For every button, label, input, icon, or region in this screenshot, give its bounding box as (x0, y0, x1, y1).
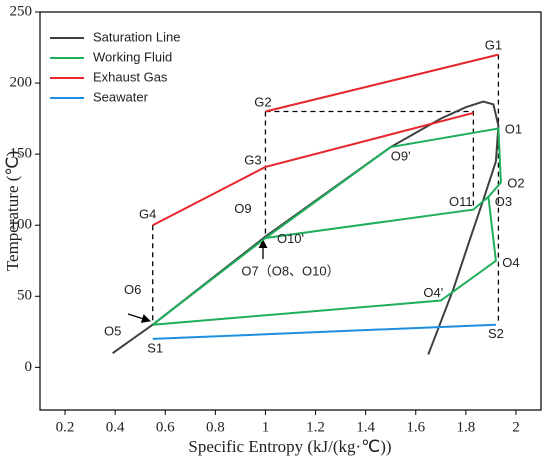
y-tick-label: 0 (25, 359, 33, 375)
point-label: O1 (505, 121, 522, 136)
x-axis-label: Specific Entropy (kJ/(kg·℃)) (188, 437, 391, 456)
plot-frame (39, 11, 542, 411)
series-line (152, 127, 502, 326)
arrow (127, 313, 151, 323)
x-tick-label: 1 (262, 419, 270, 435)
point-label: O10' (277, 231, 304, 246)
y-tick-label: 250 (10, 3, 33, 19)
point-label: O3 (495, 194, 512, 209)
series-line (112, 100, 500, 355)
point-label: O4 (502, 255, 519, 270)
legend-label: Exhaust Gas (93, 69, 168, 84)
point-label: G3 (244, 153, 261, 168)
point-label: O5 (104, 323, 121, 338)
x-tick-label: 1.4 (356, 419, 375, 435)
point-label: S1 (147, 340, 163, 355)
series-line (152, 323, 496, 340)
series-line (152, 53, 499, 227)
y-tick-label: 50 (17, 288, 32, 304)
x-tick-label: 1.2 (306, 419, 325, 435)
x-tick-label: 0.6 (156, 419, 175, 435)
y-axis-label: Temperature (℃) (3, 151, 22, 271)
x-tick-label: 1.8 (456, 419, 475, 435)
legend-label: Seawater (93, 89, 149, 104)
point-label: O9 (234, 201, 251, 216)
y-tick-label: 200 (10, 75, 33, 91)
x-tick-label: 0.8 (206, 419, 225, 435)
y-tick-label: 100 (10, 217, 33, 233)
x-tick-label: 1.6 (406, 419, 425, 435)
x-tick-label: 0.4 (106, 419, 125, 435)
point-label: O4' (423, 285, 443, 300)
y-tick-label: 150 (10, 146, 33, 162)
point-label: O11 (449, 194, 473, 209)
point-label: O2 (507, 175, 524, 190)
point-label: S2 (488, 326, 504, 341)
point-label: G2 (254, 94, 271, 109)
legend-label: Saturation Line (93, 29, 180, 44)
point-label: G4 (139, 207, 156, 222)
point-label: O6 (124, 282, 141, 297)
legend-label: Working Fluid (93, 49, 172, 64)
dashed-guide (265, 110, 475, 210)
point-label: G1 (485, 38, 502, 53)
point-label: O9' (391, 148, 411, 163)
x-tick-label: 0.2 (56, 419, 75, 435)
point-label: O7（O8、O10） (241, 264, 339, 279)
x-tick-label: 2 (512, 419, 520, 435)
